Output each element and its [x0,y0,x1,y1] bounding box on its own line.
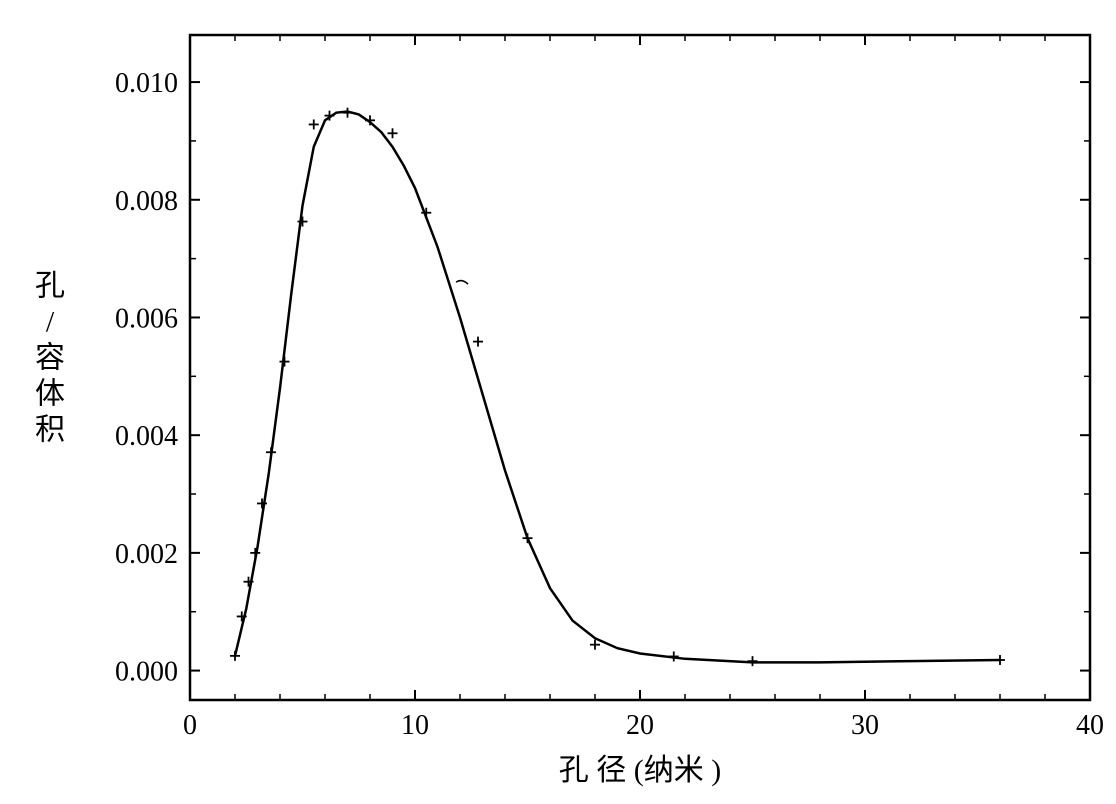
svg-text:0.010: 0.010 [115,68,178,99]
y-axis-label-char: 积 [35,414,65,447]
chart-container: 0 10 20 30 40 0.000 0.002 0.004 0.006 0.008 0.010 孔… [0,0,1116,804]
svg-text:10: 10 [401,710,429,741]
svg-text:20: 20 [626,710,654,741]
svg-text:0.002: 0.002 [115,539,178,570]
svg-text:0.006: 0.006 [115,303,178,334]
svg-text:0: 0 [183,710,197,741]
y-axis-label-char: 孔 [35,270,65,303]
svg-text:30: 30 [851,710,879,741]
svg-text:0.004: 0.004 [115,421,178,452]
pore-distribution-chart: 0 10 20 30 40 0.000 0.002 0.004 0.006 0.008 0.010 孔… [0,0,1116,804]
svg-text:40: 40 [1076,710,1104,741]
x-axis-label: 孔 径 (纳米 ) [559,754,721,787]
y-axis-label-char: 容 [35,342,65,375]
svg-text:0.000: 0.000 [115,657,178,688]
svg-text:0.008: 0.008 [115,186,178,217]
y-axis-label-char: / [46,306,55,339]
y-axis-label-char: 体 [35,378,65,411]
